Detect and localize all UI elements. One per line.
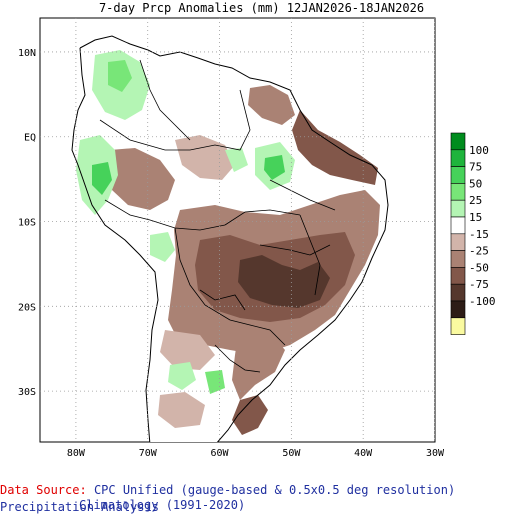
legend-swatch	[450, 250, 466, 268]
lat-lon-grid	[40, 18, 435, 442]
legend-label: 15	[469, 211, 482, 224]
legend-swatch	[450, 132, 466, 151]
legend-swatch	[450, 317, 466, 335]
lon-tick-label: 40W	[354, 448, 373, 459]
lon-tick-label: 80W	[67, 448, 86, 459]
map-title: 7-day Prcp Anomalies (mm) 12JAN2026-18JA…	[98, 1, 425, 15]
lon-tick-label: 70W	[139, 448, 158, 459]
legend-swatch	[450, 283, 466, 302]
lat-tick-label: 10S	[18, 218, 36, 229]
lon-tick-label: 30W	[426, 448, 445, 459]
legend-swatch	[450, 267, 466, 285]
legend-swatch	[450, 149, 466, 167]
lat-tick-label: 30S	[18, 387, 36, 398]
legend-label: -75	[469, 278, 489, 291]
legend-label: 25	[469, 194, 482, 207]
coastline	[71, 35, 389, 442]
legend-label: -100	[469, 295, 496, 308]
color-legend: 100 75 50 25 15 -15 -25 -50 -75 -100	[450, 132, 496, 335]
climatology-text: Climatology (1991-2020)	[79, 498, 246, 512]
legend-swatch	[450, 233, 466, 251]
legend-swatch	[450, 199, 466, 218]
lat-tick-label: 10N	[18, 48, 36, 59]
data-source-label: Data Source:	[0, 483, 87, 497]
legend-label: -15	[469, 228, 489, 241]
legend-swatch	[450, 183, 466, 201]
legend-label: 75	[469, 161, 482, 174]
legend-label: 100	[469, 144, 489, 157]
legend-label: 50	[469, 177, 482, 190]
legend-swatch	[450, 300, 466, 319]
lon-tick-label: 50W	[282, 448, 301, 459]
legend-label: -25	[469, 245, 489, 258]
legend-label: -50	[469, 261, 489, 274]
lat-tick-label: EQ	[24, 133, 36, 144]
axis-labels: 10N EQ 10S 20S 30S 80W 70W 60W 50W 40W 30W	[18, 48, 445, 459]
lon-tick-label: 60W	[211, 448, 230, 459]
legend-swatch	[450, 216, 466, 235]
wet-anomaly-patches	[76, 50, 295, 394]
lat-tick-label: 20S	[18, 302, 36, 313]
legend-swatch	[450, 166, 466, 184]
country-borders	[99, 59, 336, 373]
